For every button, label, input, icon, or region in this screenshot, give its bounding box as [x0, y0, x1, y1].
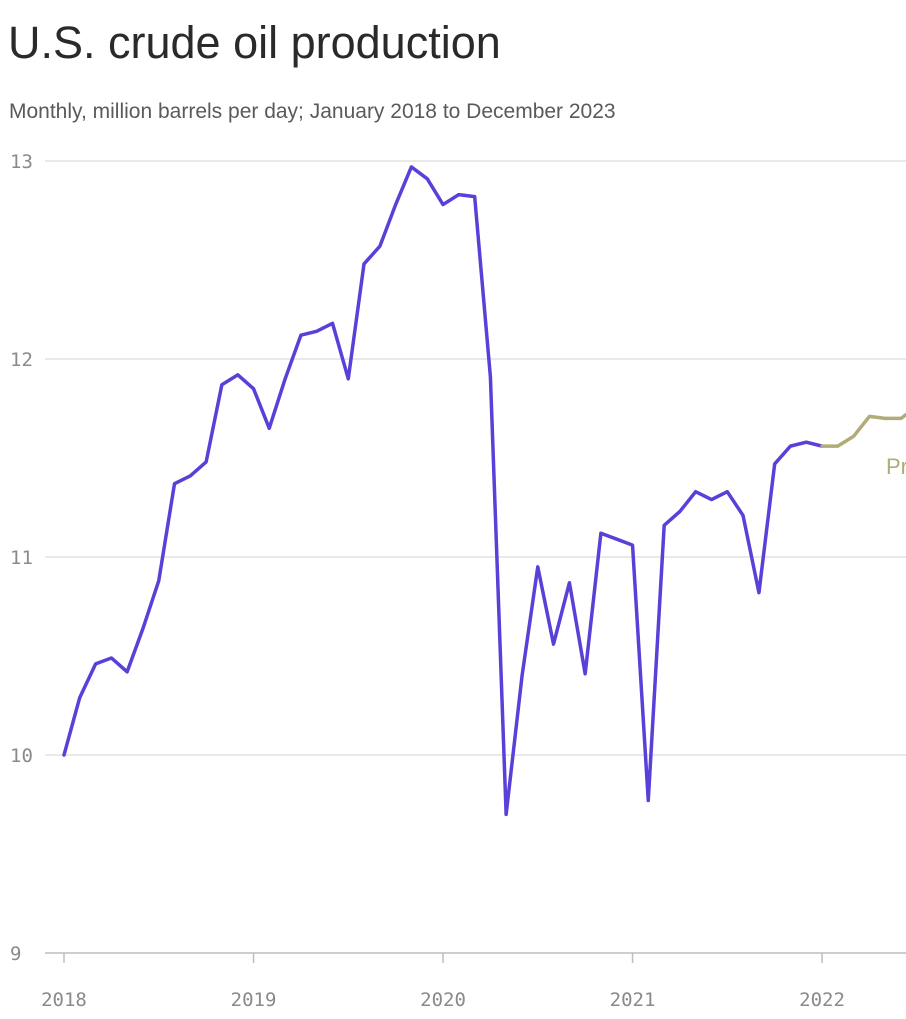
grid: 9 10 11 12 13 2018 2019 2020 2021 2022	[10, 151, 906, 1011]
x-tick-label: 2018	[41, 989, 87, 1011]
data-line	[62, 165, 824, 817]
chart-title: U.S. crude oil production	[8, 17, 501, 68]
annotation: Pr	[886, 454, 906, 479]
data-line	[820, 412, 906, 448]
chart-subtitle: Monthly, million barrels per day; Januar…	[9, 100, 616, 123]
y-tick-label: 10	[10, 745, 33, 767]
x-tick-label: 2019	[231, 989, 277, 1011]
y-tick-label: 12	[10, 349, 33, 371]
x-tick-label: 2022	[799, 989, 845, 1011]
x-tick-label: 2021	[610, 989, 656, 1011]
y-tick-label: 11	[10, 547, 33, 569]
y-tick-label: 13	[10, 151, 33, 173]
x-tick-label: 2020	[420, 989, 466, 1011]
y-tick-label: 9	[10, 943, 21, 965]
plot-area	[62, 165, 906, 817]
